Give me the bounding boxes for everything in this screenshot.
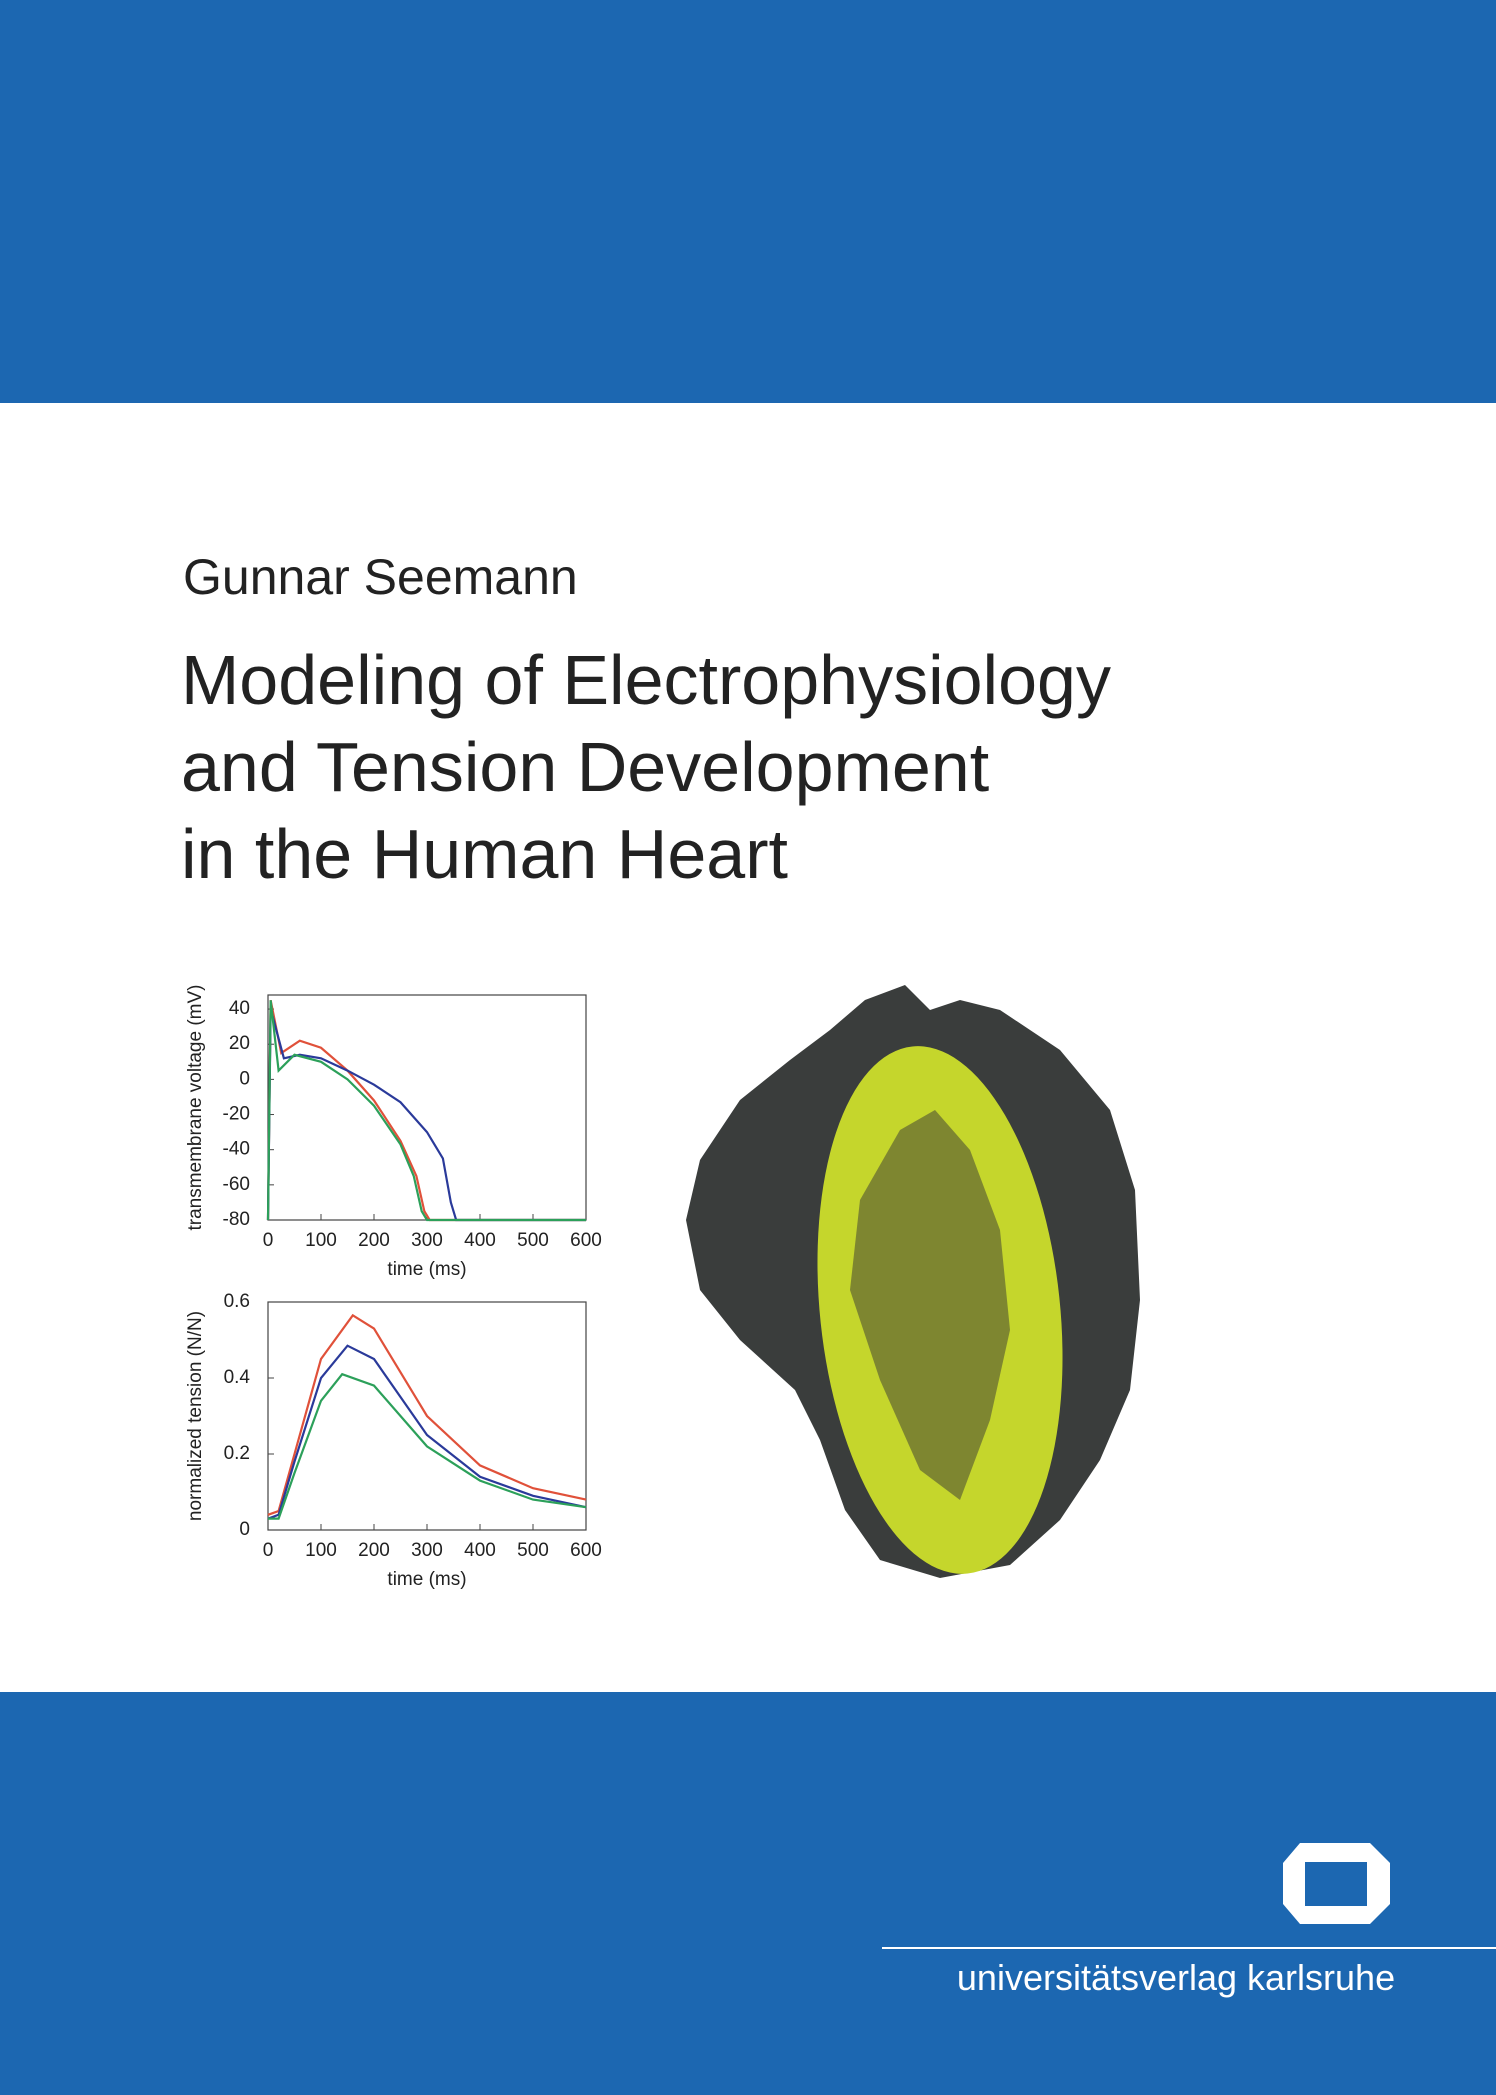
author: Gunnar Seemann [183, 549, 578, 605]
y-tick-label: 0.2 [224, 1443, 250, 1464]
x-tick-label: 500 [517, 1540, 549, 1561]
y-tick-label: -20 [223, 1104, 250, 1125]
y-axis-label: transmembrane voltage (mV) [185, 984, 206, 1230]
title-line: and Tension Development [181, 728, 989, 806]
y-tick-label: 0.4 [224, 1367, 251, 1388]
title-line: Modeling of Electrophysiology [181, 641, 1111, 719]
title-line: in the Human Heart [181, 815, 788, 893]
x-tick-label: 0 [263, 1230, 274, 1251]
x-tick-label: 300 [411, 1230, 443, 1251]
x-tick-label: 0 [263, 1540, 274, 1561]
y-tick-label: -80 [223, 1209, 250, 1230]
x-tick-label: 200 [358, 1230, 390, 1251]
y-tick-label: 0.6 [224, 1291, 250, 1312]
x-tick-label: 600 [570, 1540, 602, 1561]
heart-image [686, 985, 1140, 1578]
x-tick-label: 500 [517, 1230, 549, 1251]
y-tick-label: 0 [239, 1519, 250, 1540]
y-tick-label: -40 [223, 1139, 250, 1160]
x-tick-label: 100 [305, 1230, 337, 1251]
top-band [0, 0, 1496, 403]
x-tick-label: 400 [464, 1540, 496, 1561]
data-line [267, 1313, 587, 1516]
data-line [267, 1344, 587, 1520]
x-tick-label: 400 [464, 1230, 496, 1251]
data-line [268, 1372, 587, 1520]
x-axis-label: time (ms) [387, 1569, 466, 1590]
x-tick-label: 200 [358, 1540, 390, 1561]
y-tick-label: 0 [239, 1068, 250, 1089]
publisher: universitätsverlag karlsruhe [957, 1957, 1395, 1998]
x-tick-label: 600 [570, 1230, 602, 1251]
x-tick-label: 100 [305, 1540, 337, 1561]
x-axis-label: time (ms) [387, 1259, 466, 1280]
y-tick-label: -60 [223, 1174, 250, 1195]
data-line [266, 1000, 586, 1222]
data-line [266, 1008, 586, 1222]
y-tick-label: 40 [229, 998, 250, 1019]
y-tick-label: 20 [229, 1033, 250, 1054]
y-axis-label: normalized tension (N/N) [185, 1311, 206, 1521]
publisher-logo [1283, 1843, 1390, 1924]
x-tick-label: 300 [411, 1540, 443, 1561]
bottom-band [0, 1692, 1496, 2095]
